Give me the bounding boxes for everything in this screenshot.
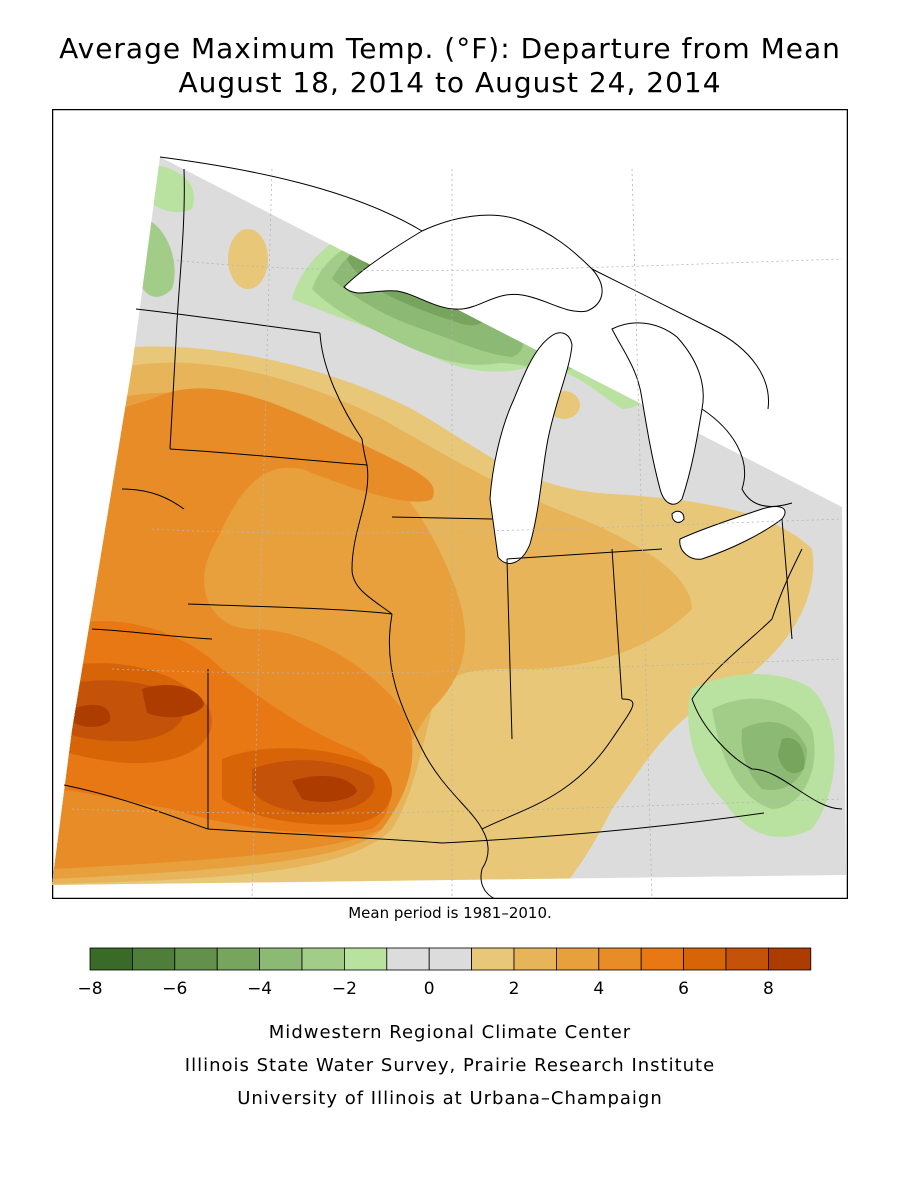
graticule [71,168,843,899]
legend-tick-label: −2 [332,979,357,999]
canada-shoreline [159,156,793,507]
iowa-il-border [351,464,393,615]
ne-ks-border [91,628,213,640]
legend-bins [89,947,812,971]
legend-tick-label: −6 [162,979,187,999]
state-boundaries [63,168,843,899]
legend-tick-label: −4 [247,979,272,999]
legend-bin [343,947,388,971]
lake-michigan [489,332,573,564]
legend-tick-label: 0 [424,979,435,999]
mo-ar-border [207,828,443,844]
tn-ar-river [480,868,498,899]
lake-superior [343,214,603,313]
legend-tick-label: 2 [509,979,520,999]
legend-bin [725,947,769,971]
mn-wi-border [319,332,368,466]
map-title: Average Maximum Temp. (°F): Departure fr… [59,32,841,65]
legend-tick-label: −8 [77,979,102,999]
legend-bin [259,947,303,971]
warm-spot-north [228,229,268,289]
legend-bin [216,947,260,971]
legend-bin [428,947,473,971]
oh-wv-border [691,548,803,700]
sd-ne-border [121,488,185,510]
legend-bin [768,947,812,971]
temperature-departure-map [52,109,848,899]
ky-tn-border [441,812,765,844]
legend-bin [556,947,600,971]
great-lakes [343,214,786,564]
wi-il-border [391,516,493,520]
lake-huron [611,322,704,505]
credit-mrcc: Midwestern Regional Climate Center [268,1022,632,1043]
il-in-border [506,558,513,740]
mi-in-oh-border [506,548,663,560]
cool-zone-minus3 [332,242,807,790]
nd-mn-border [175,168,185,342]
nd-sd-border [135,308,321,334]
map-date-range: August 18, 2014 to August 24, 2014 [178,66,722,99]
legend-bin [598,947,642,971]
legend-bin [131,947,176,971]
legend-tick-label: 4 [593,979,604,999]
warm-zone-plus8 [72,684,357,802]
il-ky-border [481,698,634,830]
lake-st-clair [671,510,685,523]
legend-tick-label: 8 [763,979,774,999]
credit-uiuc: University of Illinois at Urbana–Champai… [237,1088,663,1109]
warm-zone-plus7 [52,680,375,814]
color-legend: −8 −6 −4 −2 0 2 4 6 8 [77,947,812,999]
ks-ok-border [63,784,209,830]
legend-bin [301,947,345,971]
legend-ticks: −8 −6 −4 −2 0 2 4 6 8 [77,979,773,999]
legend-bin [89,947,133,971]
pa-oh-border [781,518,793,640]
mn-ia-border [169,448,368,466]
credit-isws: Illinois State Water Survey, Prairie Res… [184,1055,716,1076]
legend-bin [174,947,218,971]
ia-mo-border [187,603,393,615]
legend-tick-label: 6 [678,979,689,999]
mean-period-note: Mean period is 1981–2010. [348,904,552,922]
in-oh-border [611,548,623,700]
legend-bin [513,947,557,971]
legend-bin [386,947,430,971]
legend-bin [640,947,685,971]
legend-bin [471,947,515,971]
ky-wv-va-border [691,698,843,810]
legend-bin [683,947,727,971]
sd-mn-border [169,340,177,450]
